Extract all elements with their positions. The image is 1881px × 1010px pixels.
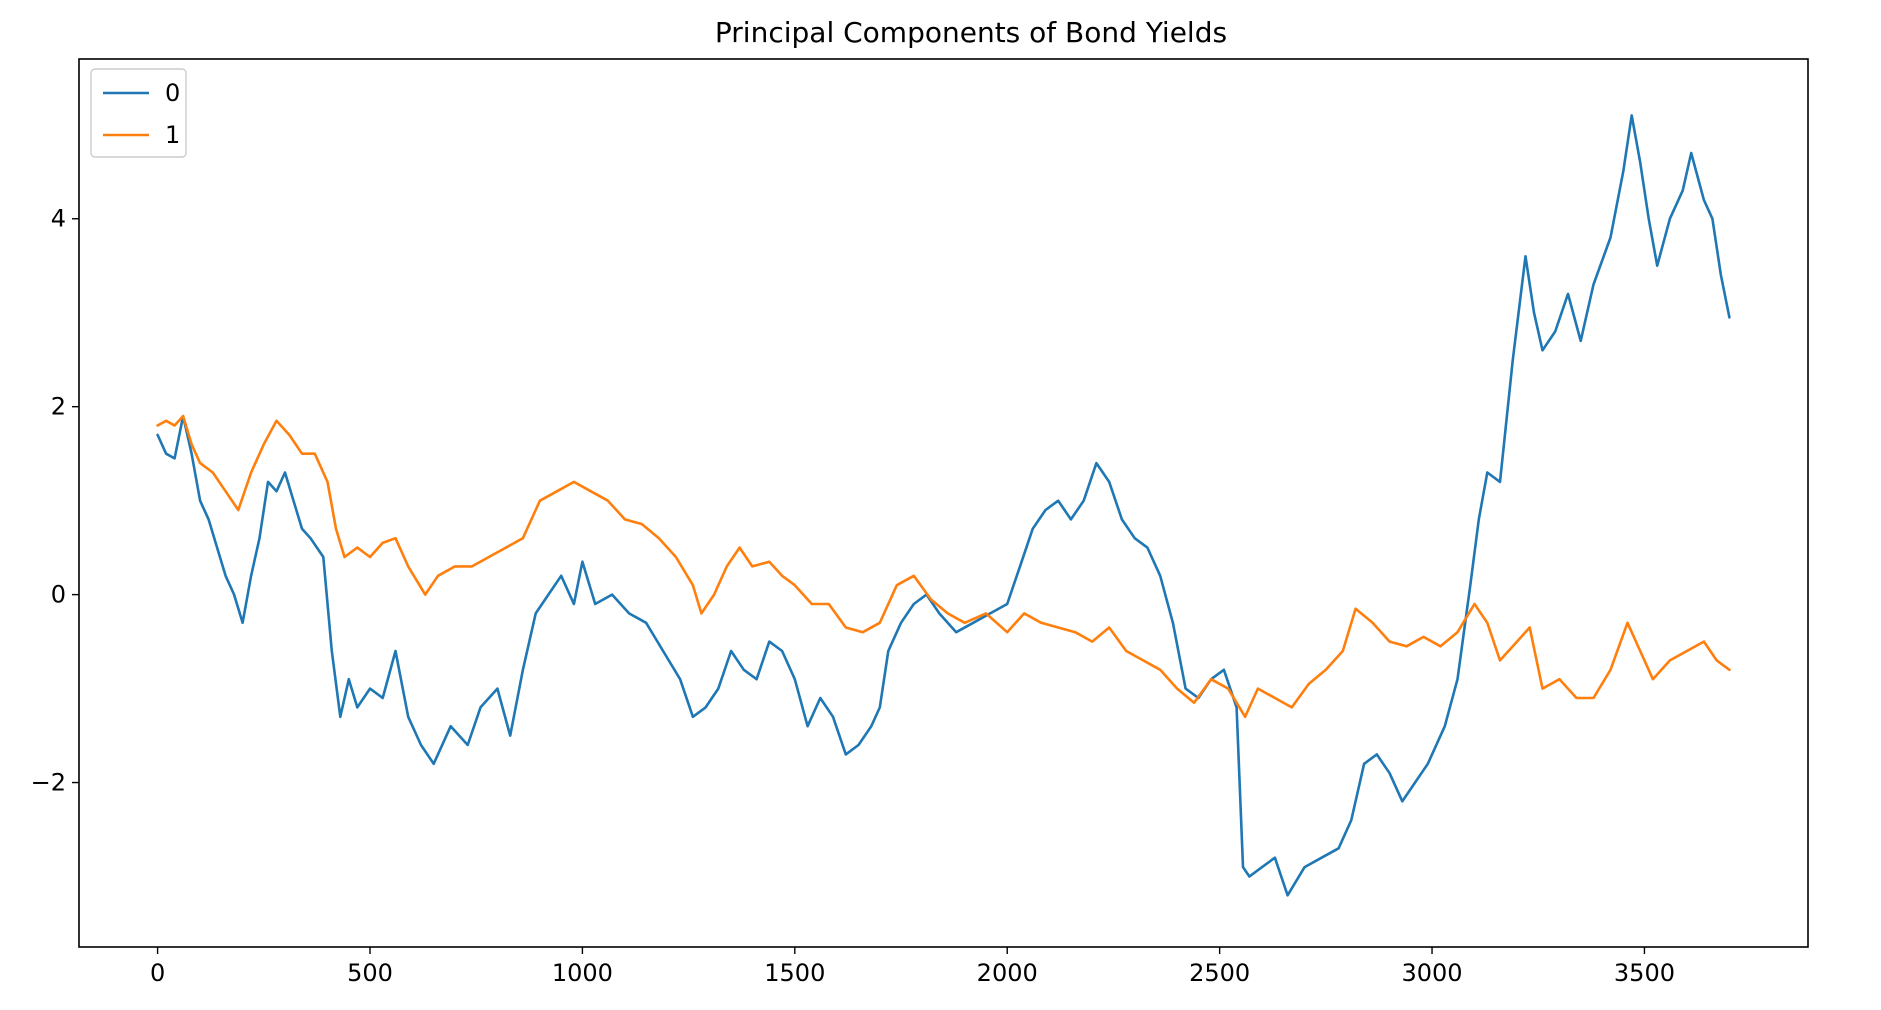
x-tick-label: 1500 [764, 959, 825, 987]
x-tick-label: 1000 [552, 959, 613, 987]
series-layer [156, 114, 1731, 897]
x-tick-label: 500 [347, 959, 393, 987]
x-tick-label: 3000 [1401, 959, 1462, 987]
axes-frame [78, 58, 1809, 948]
legend: 01 [90, 68, 187, 158]
y-tick-label: 2 [51, 393, 66, 421]
y-tick-label: 0 [51, 581, 66, 609]
legend-label-1: 1 [165, 121, 180, 149]
series-line-1 [156, 414, 1731, 719]
x-tick-label: 0 [150, 959, 165, 987]
y-tick-label: −2 [31, 769, 66, 797]
x-tick-label: 2500 [1189, 959, 1250, 987]
x-axis: 0 500 1000 1500 2000 2500 3000 3500 [150, 947, 1675, 987]
y-tick-label: 4 [51, 205, 66, 233]
x-tick-label: 3500 [1614, 959, 1675, 987]
legend-label-0: 0 [165, 79, 180, 107]
x-tick-label: 2000 [977, 959, 1038, 987]
series-line-0 [156, 114, 1731, 897]
chart-title: Principal Components of Bond Yields [715, 16, 1227, 49]
y-axis: −2 0 2 4 [31, 205, 79, 797]
